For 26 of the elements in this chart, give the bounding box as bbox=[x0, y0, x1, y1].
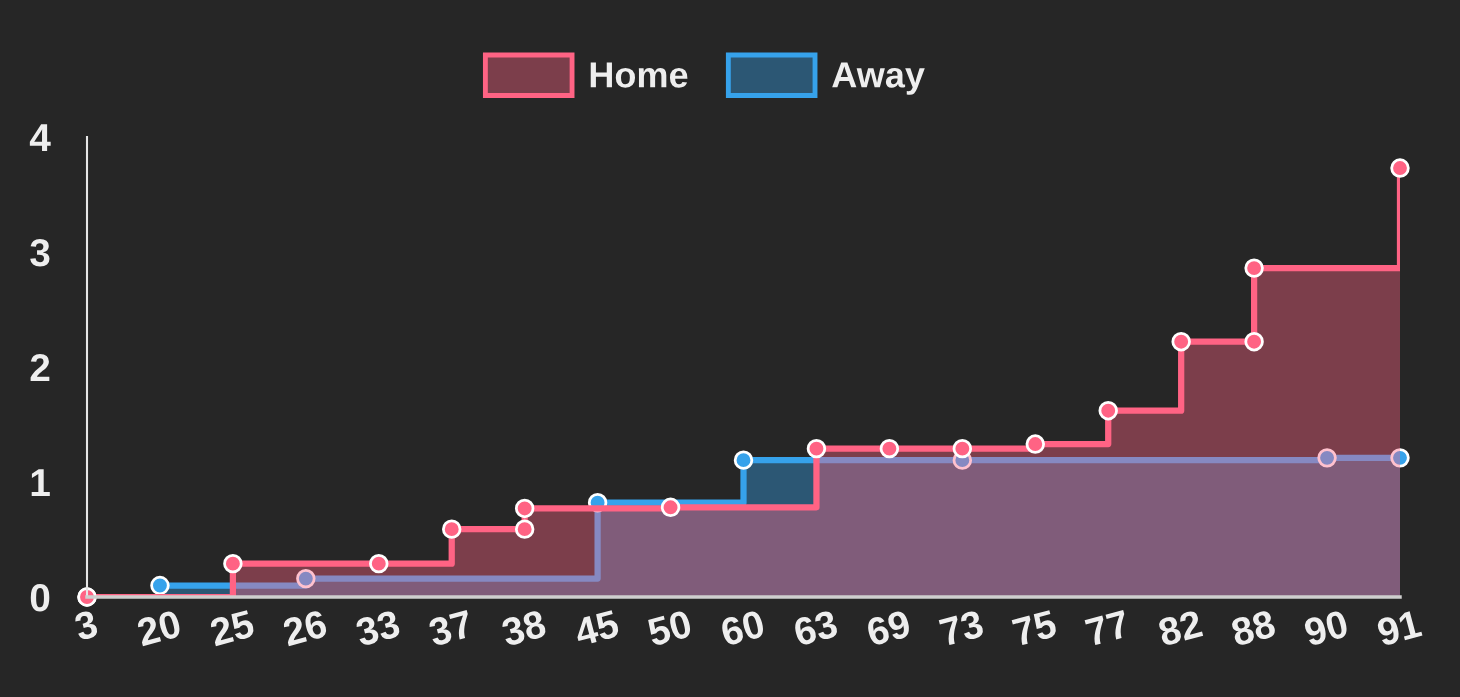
x-tick-label: 37 bbox=[427, 609, 474, 647]
x-tick-label: 60 bbox=[719, 609, 766, 647]
y-tick-label: 0 bbox=[30, 583, 50, 612]
x-tick-label: 20 bbox=[135, 609, 182, 647]
x-tick-label: 45 bbox=[572, 609, 621, 647]
x-tick-label: 82 bbox=[1157, 609, 1204, 647]
x-tick-label: 50 bbox=[646, 609, 693, 647]
x-tick-label: 91 bbox=[1375, 609, 1423, 647]
y-tick-label: 1 bbox=[31, 469, 50, 497]
y-tick-label: 2 bbox=[30, 353, 50, 382]
x-tick-label: 73 bbox=[938, 609, 985, 647]
x-tick-label: 33 bbox=[354, 609, 402, 647]
x-tick-label: 90 bbox=[1303, 609, 1350, 647]
x-tick-label: 26 bbox=[281, 609, 329, 647]
x-tick-label: 63 bbox=[792, 609, 839, 647]
x-tick-label: 69 bbox=[865, 609, 912, 647]
x-tick-label: 3 bbox=[72, 609, 99, 642]
x-tick-label: 38 bbox=[500, 609, 548, 647]
x-tick-label: 88 bbox=[1229, 609, 1277, 647]
x-tick-label: 77 bbox=[1084, 609, 1131, 647]
legend-label: Home bbox=[590, 62, 688, 88]
legend-label: Away bbox=[832, 62, 925, 95]
x-tick-label: 75 bbox=[1011, 609, 1058, 647]
y-tick-label: 3 bbox=[30, 238, 50, 267]
x-tick-label: 25 bbox=[208, 609, 256, 647]
y-tick-label: 4 bbox=[29, 124, 51, 152]
